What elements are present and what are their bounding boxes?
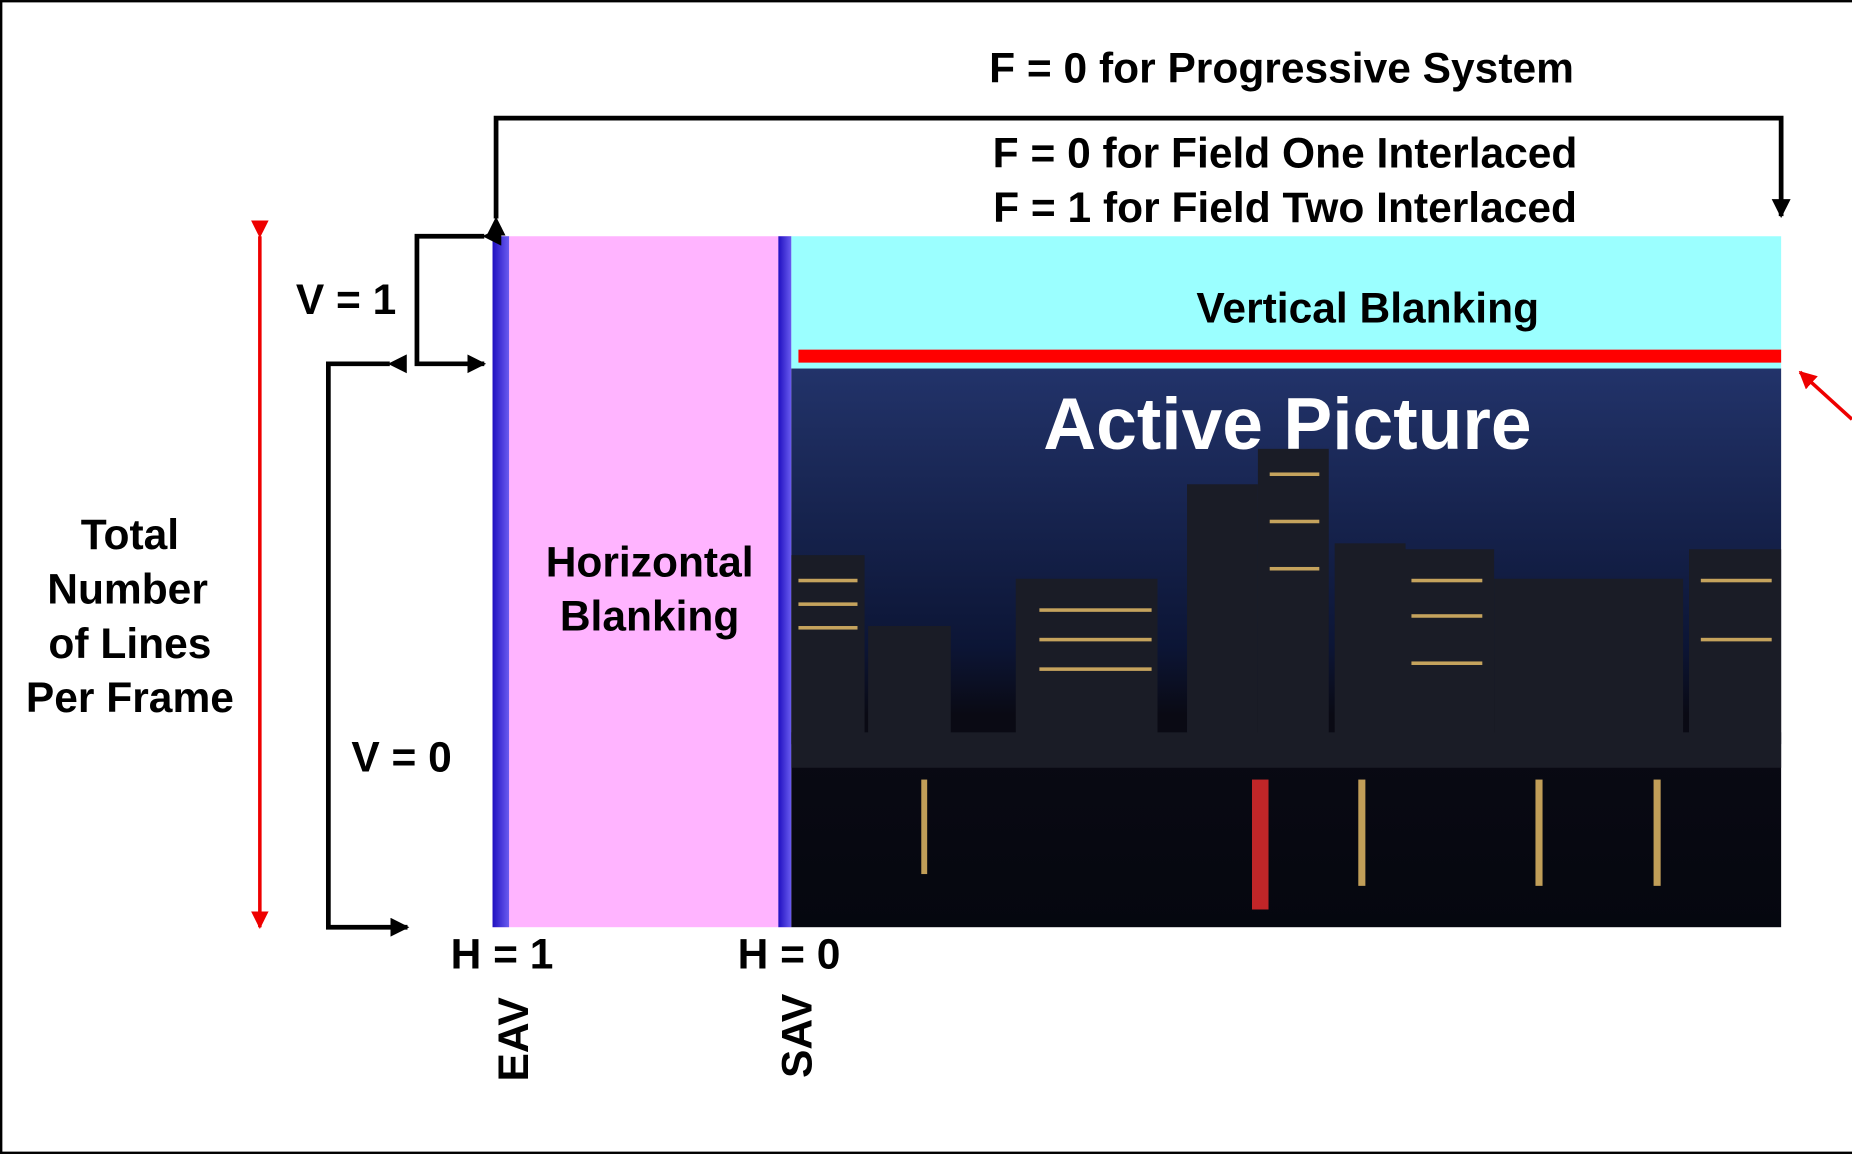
f-label: F = 1 for Field Two Interlaced	[993, 185, 1577, 232]
sav-strip	[778, 236, 792, 928]
v-label: V = 1	[296, 277, 396, 324]
region-label: Active Picture	[1043, 383, 1531, 465]
eav-strip	[492, 236, 510, 928]
region-label: Vertical Blanking	[1196, 285, 1539, 332]
pointer-arrow	[1798, 370, 1852, 421]
total-label: Total	[81, 512, 179, 559]
region-label: Horizontal	[546, 539, 754, 586]
total-label: Number	[47, 567, 208, 614]
f-bracket	[486, 115, 1791, 236]
timing-ref: EAV	[491, 997, 538, 1082]
horizontal-blanking-region	[492, 236, 792, 928]
timing-ref: SAV	[774, 993, 821, 1078]
v0-bracket	[325, 354, 410, 937]
vertical-blanking-region	[791, 236, 1782, 369]
total-label: of Lines	[48, 621, 211, 668]
h-label: H = 0	[738, 932, 841, 979]
total-label: Per Frame	[26, 675, 234, 722]
skyline	[791, 448, 1782, 768]
red-line	[798, 349, 1782, 363]
v-label: V = 0	[351, 734, 451, 781]
h-label: H = 1	[451, 932, 554, 979]
v1-bracket	[414, 226, 502, 374]
f-label: F = 0 for Field One Interlaced	[993, 131, 1578, 178]
f-label: F = 0 for Progressive System	[989, 46, 1574, 93]
region-label: Blanking	[560, 594, 740, 641]
lights	[798, 472, 1772, 910]
